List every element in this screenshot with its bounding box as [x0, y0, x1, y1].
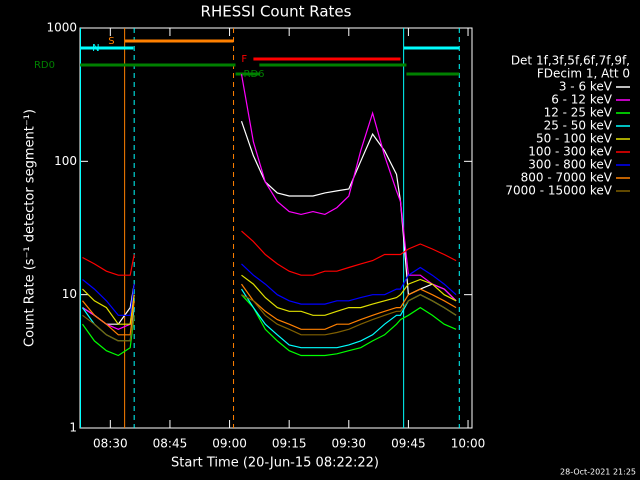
legend-label: 300 - 800 keV: [528, 158, 612, 172]
flag-label: RD0: [34, 60, 55, 71]
flag-label: RD6: [244, 69, 265, 80]
x-axis-label: Start Time (20-Jun-15 08:22:22): [171, 456, 379, 471]
x-tick-label: 08:30: [93, 437, 128, 451]
x-tick-label: 09:30: [331, 437, 366, 451]
legend-label: 7000 - 15000 keV: [505, 184, 612, 198]
series-line: [82, 121, 457, 325]
series-line: [82, 274, 457, 325]
x-tick-label: 10:00: [451, 437, 486, 451]
plot-frame: [79, 27, 473, 429]
legend-label: 12 - 25 keV: [544, 106, 613, 120]
legend-title: FDecim 1, Att 0: [537, 67, 630, 81]
x-tick-label: 08:45: [153, 437, 188, 451]
flag-label: F: [241, 54, 247, 65]
footnote: 28-Oct-2021 21:25: [560, 468, 636, 477]
y-tick-label: 10: [62, 287, 77, 301]
chart-title: RHESSI Count Rates: [201, 3, 352, 21]
x-tick-label: 09:00: [212, 437, 247, 451]
legend-label: 100 - 300 keV: [528, 145, 612, 159]
y-tick-label: 1000: [46, 21, 77, 35]
x-tick-label: 09:45: [391, 437, 426, 451]
series-line: [82, 294, 457, 342]
flag-label: N: [92, 43, 99, 54]
flag-label: S: [108, 36, 114, 47]
legend-label: 50 - 100 keV: [536, 132, 613, 146]
legend-title: Det 1f,3f,5f,6f,7f,9f,: [511, 54, 630, 68]
legend-label: 3 - 6 keV: [559, 80, 613, 94]
series-line: [82, 283, 457, 336]
y-tick-label: 1: [69, 421, 77, 435]
series-line: [82, 230, 457, 276]
legend-label: 25 - 50 keV: [544, 119, 613, 133]
legend-label: 6 - 12 keV: [551, 93, 613, 107]
series-line: [82, 74, 457, 330]
x-tick-label: 09:15: [272, 437, 307, 451]
series-line: [82, 294, 457, 357]
y-axis-label: Count Rate (s⁻¹ detector segment⁻¹): [23, 109, 38, 347]
legend-label: 800 - 7000 keV: [521, 171, 613, 185]
y-tick-label: 100: [54, 154, 77, 168]
series-line: [82, 263, 457, 316]
